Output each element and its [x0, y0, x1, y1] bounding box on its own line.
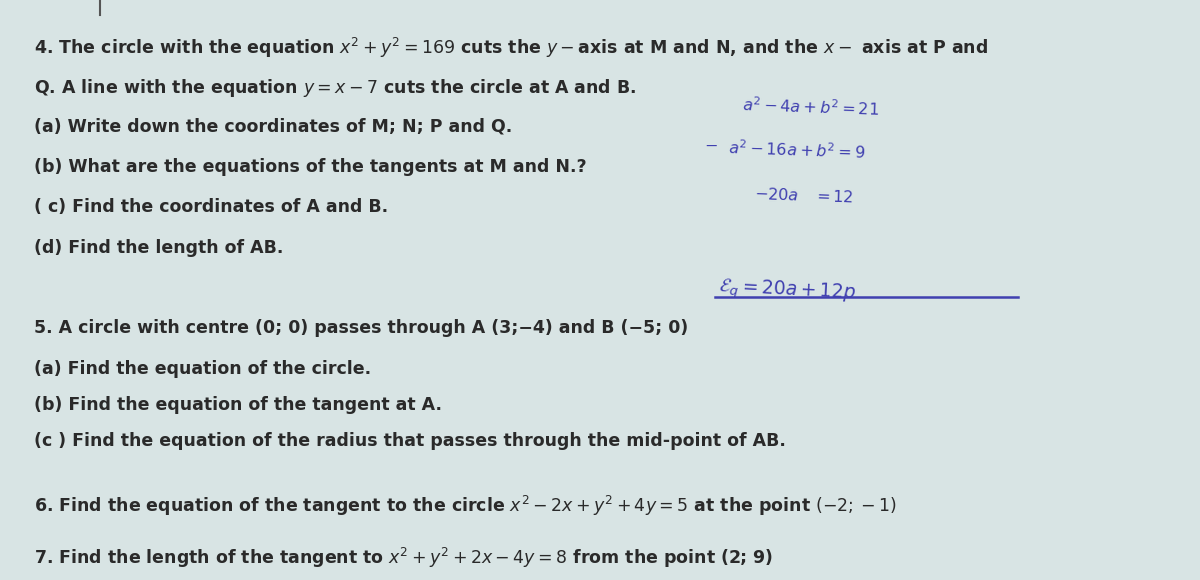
Text: 7. Find the length of the tangent to $x^2 +y^2 + 2x- 4y = 8$ from the point (2; : 7. Find the length of the tangent to $x^… [34, 546, 773, 571]
Text: (a) Find the equation of the circle.: (a) Find the equation of the circle. [34, 360, 371, 378]
Text: (a) Write down the coordinates of M; N; P and Q.: (a) Write down the coordinates of M; N; … [34, 117, 512, 135]
Text: (c ) Find the equation of the radius that passes through the mid-point of AB.: (c ) Find the equation of the radius tha… [34, 432, 786, 450]
Text: 5. A circle with centre (0; 0) passes through A (3;−4) and B (−5; 0): 5. A circle with centre (0; 0) passes th… [34, 319, 688, 337]
Text: $\mathcal{E}_q= 20a +12p$: $\mathcal{E}_q= 20a +12p$ [718, 276, 857, 307]
Text: (b) Find the equation of the tangent at A.: (b) Find the equation of the tangent at … [34, 396, 442, 414]
Text: ( c) Find the coordinates of A and B.: ( c) Find the coordinates of A and B. [34, 198, 388, 216]
Text: 6. Find the equation of the tangent to the circle $x^2 - 2x + y^2 + 4y = 5$ at t: 6. Find the equation of the tangent to t… [34, 494, 896, 519]
Text: $a^2- 16a +b^2=9$: $a^2- 16a +b^2=9$ [728, 138, 866, 161]
Text: $-$: $-$ [704, 138, 718, 153]
Text: (b) What are the equations of the tangents at M and N.?: (b) What are the equations of the tangen… [34, 158, 587, 176]
Text: 4. The circle with the equation $x^2 + y^2 = 169$ cuts the $y -$axis at M and N,: 4. The circle with the equation $x^2 + y… [34, 36, 988, 60]
Text: $-20a \quad =12$: $-20a \quad =12$ [754, 186, 853, 205]
Text: $a^2- 4a +b^2= 21$: $a^2- 4a +b^2= 21$ [742, 96, 880, 119]
Text: Q. A line with the equation $y = x - 7$ cuts the circle at A and B.: Q. A line with the equation $y = x - 7$ … [34, 77, 636, 99]
Text: (d) Find the length of AB.: (d) Find the length of AB. [34, 239, 283, 257]
